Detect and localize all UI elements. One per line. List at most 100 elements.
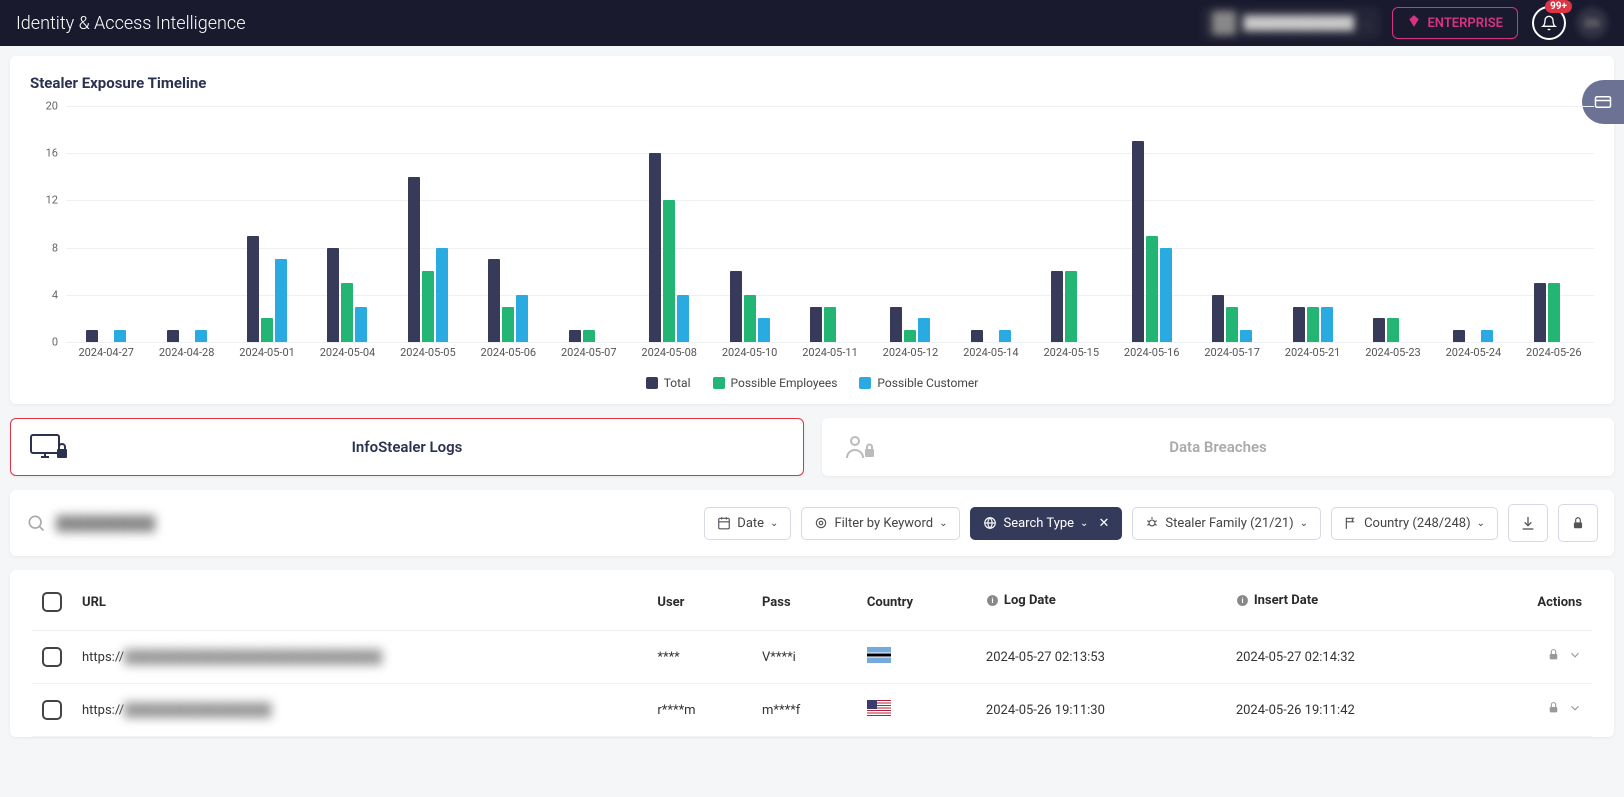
bar-customer (516, 295, 528, 342)
cell-url: https://████████████████████████████ (72, 631, 647, 684)
x-label: 2024-05-21 (1272, 346, 1352, 368)
keyword-filter[interactable]: Filter by Keyword ⌄ (801, 507, 960, 540)
close-icon[interactable]: ✕ (1098, 516, 1109, 531)
stealer-family-filter[interactable]: Stealer Family (21/21) ⌄ (1132, 507, 1321, 540)
bar-group (1192, 295, 1272, 342)
table-row: https://████████████████████████████****… (32, 631, 1592, 684)
results-table: URL User Pass Country i Log Date i Inser… (32, 570, 1592, 737)
cell-user: **** (647, 631, 752, 684)
notifications-button[interactable]: 99+ (1532, 6, 1566, 40)
legend-item[interactable]: Total (646, 376, 691, 390)
cell-log-date: 2024-05-26 19:11:30 (976, 684, 1226, 737)
bar-total (971, 330, 983, 342)
x-label: 2024-05-14 (951, 346, 1031, 368)
person-lock-icon (840, 433, 880, 461)
download-icon (1520, 515, 1536, 531)
notification-count: 99+ (1545, 0, 1572, 13)
bar-total (327, 248, 339, 342)
cell-actions (1476, 631, 1592, 684)
bar-group (629, 153, 709, 342)
lock-button[interactable] (1558, 504, 1598, 542)
bar-employees (261, 318, 273, 342)
language-selector[interactable]: EN (1576, 7, 1608, 39)
bar-group (1031, 271, 1111, 342)
chart-legend: Total Possible Employees Possible Customer (30, 376, 1594, 390)
tab-label: Data Breaches (1169, 438, 1267, 456)
date-filter[interactable]: Date ⌄ (704, 507, 791, 540)
bar-group (1353, 318, 1433, 342)
legend-swatch (646, 377, 658, 389)
row-expand-icon[interactable] (1568, 701, 1582, 719)
legend-swatch (859, 377, 871, 389)
bar-group (549, 330, 629, 342)
tabs-row: InfoStealer Logs Data Breaches (10, 418, 1614, 476)
bar-total (1212, 295, 1224, 342)
y-tick: 20 (46, 100, 58, 113)
bar-employees (1387, 318, 1399, 342)
bar-employees (904, 330, 916, 342)
tab-infostealer-logs[interactable]: InfoStealer Logs (10, 418, 804, 476)
results-table-card: URL User Pass Country i Log Date i Inser… (10, 570, 1614, 737)
bar-total (1293, 307, 1305, 342)
bar-total (86, 330, 98, 342)
tab-data-breaches[interactable]: Data Breaches (822, 418, 1614, 476)
x-label: 2024-05-01 (227, 346, 307, 368)
bar-customer (758, 318, 770, 342)
select-all-checkbox[interactable] (42, 592, 62, 612)
bar-total (1453, 330, 1465, 342)
row-expand-icon[interactable] (1568, 648, 1582, 666)
chevron-down-icon: ⌄ (1300, 518, 1308, 529)
country-filter[interactable]: Country (248/248) ⌄ (1331, 507, 1498, 540)
bar-group (388, 177, 468, 342)
cell-log-date: 2024-05-27 02:13:53 (976, 631, 1226, 684)
row-lock-icon[interactable] (1547, 701, 1560, 719)
search-input[interactable]: ██████████ (26, 513, 694, 533)
row-checkbox[interactable] (42, 700, 62, 720)
bar-employees (583, 330, 595, 342)
legend-label: Total (664, 376, 691, 390)
x-label: 2024-05-15 (1031, 346, 1111, 368)
legend-item[interactable]: Possible Employees (713, 376, 838, 390)
bar-total (890, 307, 902, 342)
cell-country (857, 631, 976, 684)
enterprise-badge[interactable]: ENTERPRISE (1392, 7, 1518, 39)
bar-group (790, 307, 870, 342)
bar-group (468, 259, 548, 342)
globe-icon (983, 516, 997, 530)
cell-pass: m****f (752, 684, 857, 737)
row-checkbox[interactable] (42, 647, 62, 667)
x-label: 2024-05-06 (468, 346, 548, 368)
user-menu[interactable]: ████████████ ⌄ (1202, 7, 1381, 39)
x-label: 2024-05-26 (1514, 346, 1594, 368)
bar-total (1534, 283, 1546, 342)
bar-total (730, 271, 742, 342)
search-icon (26, 513, 46, 533)
legend-item[interactable]: Possible Customer (859, 376, 978, 390)
x-label: 2024-05-10 (709, 346, 789, 368)
row-lock-icon[interactable] (1547, 648, 1560, 666)
bar-employees (502, 307, 514, 342)
svg-text:i: i (991, 596, 993, 605)
filter-bar: ██████████ Date ⌄ Filter by Keyword ⌄ Se… (10, 490, 1614, 556)
col-url: URL (72, 570, 647, 631)
svg-text:i: i (1241, 596, 1243, 605)
legend-label: Possible Employees (731, 376, 838, 390)
calendar-icon (717, 516, 731, 530)
col-insert-date: i Insert Date (1226, 570, 1476, 631)
bar-group (709, 271, 789, 342)
bar-customer (355, 307, 367, 342)
x-label: 2024-05-23 (1353, 346, 1433, 368)
bar-total (810, 307, 822, 342)
download-button[interactable] (1508, 504, 1548, 542)
col-actions: Actions (1476, 570, 1592, 631)
search-type-filter[interactable]: Search Type ⌄ ✕ (970, 507, 1122, 540)
cell-insert-date: 2024-05-27 02:14:32 (1226, 631, 1476, 684)
chevron-down-icon: ⌄ (1080, 518, 1088, 529)
bar-customer (436, 248, 448, 342)
bar-group (1514, 283, 1594, 342)
bar-employees (1146, 236, 1158, 342)
legend-swatch (713, 377, 725, 389)
bar-customer (677, 295, 689, 342)
cell-country (857, 684, 976, 737)
cell-user: r****m (647, 684, 752, 737)
